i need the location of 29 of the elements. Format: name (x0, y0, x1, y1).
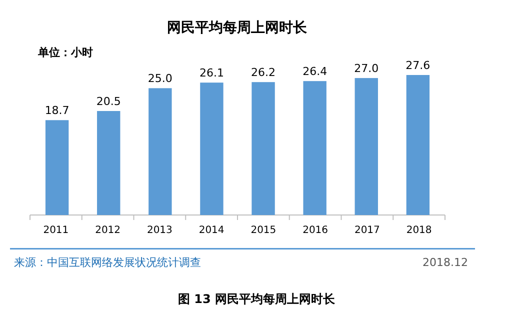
data-label: 27.6 (406, 59, 430, 72)
chart-subtitle: 单位：小时 (37, 46, 93, 59)
bar (148, 88, 172, 215)
data-label: 27.0 (354, 62, 379, 76)
x-tick-label: 2011 (43, 225, 69, 236)
text: 2018.12 (422, 256, 468, 269)
source-note: 来源：中国互联网络发展状况统计调查 (14, 256, 201, 269)
data-label: 26.1 (199, 66, 224, 80)
data-label: 26.2 (251, 66, 276, 80)
x-tick-label: 2012 (95, 225, 121, 236)
data-label: 20.5 (96, 95, 121, 108)
bar (406, 75, 430, 215)
bar (97, 111, 120, 215)
bar (252, 82, 275, 215)
caption: 图 13 网民平均每周上网时长 (178, 292, 336, 306)
data-label: 18.7 (44, 104, 70, 118)
chart-title: 网民平均每周上网时长 (167, 20, 308, 36)
data-label: 26.4 (302, 65, 328, 78)
x-tick-label: 2013 (146, 225, 172, 236)
data-label: 25.0 (148, 72, 172, 86)
bar (45, 120, 69, 215)
bar (354, 78, 378, 215)
bar (303, 81, 326, 215)
x-tick-label: 2017 (354, 225, 380, 236)
x-tick-label: 2018 (406, 225, 432, 236)
x-tick-label: 2014 (198, 225, 224, 236)
x-tick-label: 2016 (302, 225, 328, 236)
x-tick-label: 2015 (250, 225, 276, 236)
bar (200, 82, 224, 215)
